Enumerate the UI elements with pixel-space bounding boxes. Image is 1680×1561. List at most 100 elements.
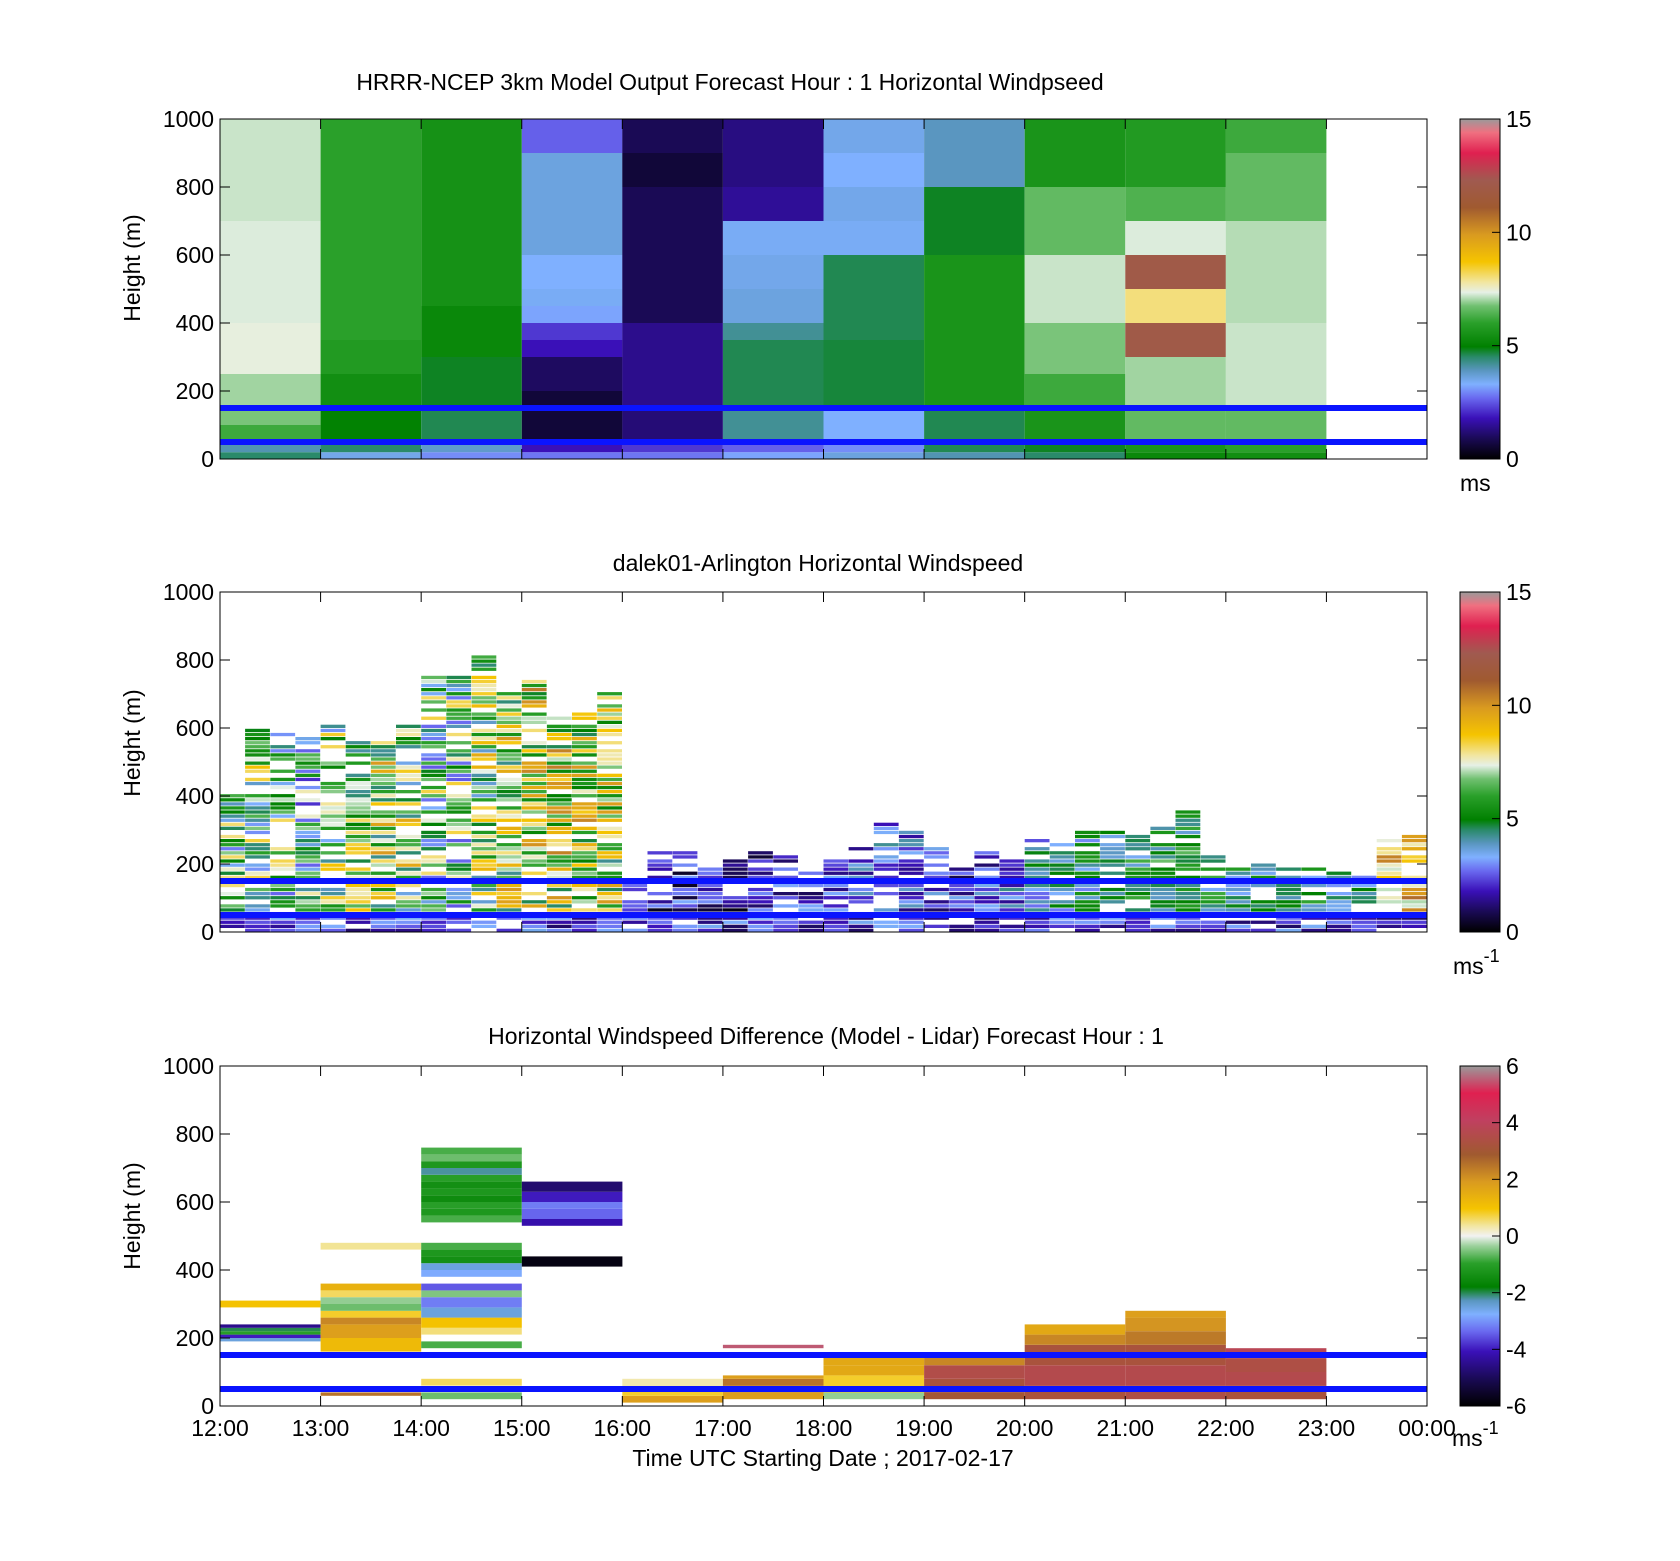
heatmap-cell [1125,883,1151,888]
heatmap-cell [1125,928,1151,932]
heatmap-cell [320,851,346,855]
heatmap-cell [647,900,673,904]
panel-model-x-ticks [219,119,1428,459]
heatmap-cell [421,900,446,904]
heatmap-cell [471,749,497,753]
heatmap-cell [1401,896,1427,900]
y-tick-label: 200 [176,378,214,404]
heatmap-cell [396,875,421,879]
heatmap-cell [521,904,547,908]
heatmap-cell [421,794,446,798]
heatmap-cell [245,765,270,769]
heatmap-cell [496,769,522,773]
heatmap-cell [1175,822,1201,826]
heatmap-cell [396,843,421,847]
heatmap-cell [1125,452,1226,459]
heatmap-cell [823,867,849,871]
heatmap-cell [396,847,421,851]
heatmap-cell [697,875,723,879]
heatmap-cell [1049,843,1075,847]
heatmap-cell [823,924,849,928]
heatmap-cell [320,408,422,442]
heatmap-cell [1125,255,1226,289]
heatmap-cell [1125,855,1151,859]
heatmap-cell [396,896,421,900]
heatmap-cell [245,769,270,773]
heatmap-cell [421,716,446,720]
heatmap-cell [370,765,396,769]
heatmap-cell [1326,916,1352,920]
heatmap-cell [1200,920,1226,924]
heatmap-cell [245,777,270,782]
heatmap-cell [1024,1365,1126,1386]
heatmap-cell [320,1304,422,1311]
heatmap-cell [672,855,698,859]
heatmap-cell [496,818,522,822]
heatmap-cell [245,745,270,749]
heatmap-cell [270,916,296,920]
heatmap-cell [898,843,924,847]
heatmap-cell [245,749,270,753]
heatmap-cell [446,683,472,688]
panel-diff-colorbar-ticks: -6 -4 -2 0 2 4 6 [1492,1053,1527,1419]
heatmap-cell [823,1365,925,1376]
heatmap-cell [521,1256,623,1267]
heatmap-cell [697,883,723,888]
heatmap-cell [471,904,497,908]
heatmap-cell [546,875,572,879]
heatmap-cell [1225,924,1251,928]
heatmap-cell [1075,855,1100,859]
heatmap-cell [496,916,522,920]
heatmap-cell [1125,920,1151,924]
heatmap-cell [873,855,899,859]
heatmap-cell [546,916,572,920]
heatmap-cell [320,826,346,830]
heatmap-cell [1024,847,1050,851]
heatmap-cell [546,859,572,863]
heatmap-cell [672,883,698,888]
panel-diff-ylabel: Height (m) [119,1162,145,1269]
heatmap-cell [1225,153,1327,221]
heatmap-cell [1024,323,1126,374]
heatmap-cell [1150,904,1176,908]
heatmap-cell [270,867,296,871]
heatmap-cell [446,700,472,704]
heatmap-cell [521,679,547,684]
heatmap-cell [471,855,497,859]
heatmap-cell [370,887,396,892]
heatmap-cell [572,830,597,835]
heatmap-cell [220,883,245,888]
heatmap-cell [898,892,924,896]
heatmap-cell [748,896,773,900]
x-tick-label: 15:00 [493,1415,551,1441]
heatmap-cell [370,810,396,814]
heatmap-cell [823,187,925,221]
heatmap-cell [521,692,547,696]
heatmap-cell [647,892,673,896]
heatmap-cell [1200,928,1226,932]
heatmap-cell [622,153,723,187]
heatmap-cell [421,1297,522,1308]
heatmap-cell [1301,916,1327,920]
heatmap-cell [974,904,1000,908]
heatmap-cell [220,1331,321,1335]
heatmap-cell [1376,839,1402,843]
heatmap-cell [999,892,1025,896]
heatmap-cell [421,1202,522,1209]
heatmap-cell [1225,908,1251,912]
heatmap-cell [270,769,296,773]
heatmap-cell [974,887,1000,892]
heatmap-cell [270,818,296,822]
panel-model-colorbar-ticks: 0 5 10 15 [1492,106,1532,472]
heatmap-cell [295,924,321,928]
heatmap-cell [974,867,1000,871]
heatmap-cell [521,712,547,716]
heatmap-cell [471,663,497,667]
heatmap-cell [295,761,321,765]
heatmap-cell [446,720,472,724]
heatmap-cell [270,883,296,888]
heatmap-cell [471,712,497,716]
heatmap-cell [848,928,874,932]
heatmap-cell [823,255,925,340]
heatmap-cell [421,306,522,357]
